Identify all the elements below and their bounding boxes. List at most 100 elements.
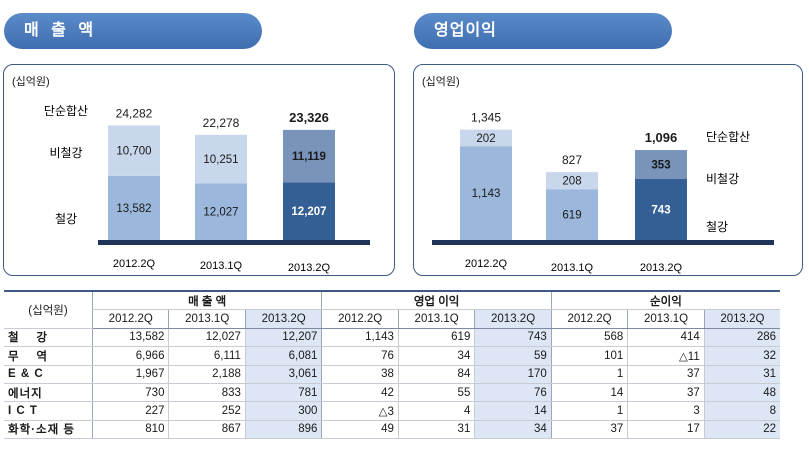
table-cell: 34 <box>397 346 475 366</box>
table-cell: 55 <box>397 383 475 403</box>
data-label-total: 1,345 <box>471 111 501 125</box>
table-cell: 76 <box>474 383 552 403</box>
table-cell: 12,027 <box>168 328 246 348</box>
data-label-nonsteel: 10,251 <box>203 154 238 166</box>
table-cell: 867 <box>168 420 246 440</box>
table-cell: 84 <box>397 365 475 384</box>
period-header: 2013.1Q <box>627 309 705 329</box>
bar-steel-2013.2Q <box>635 179 687 240</box>
data-label-nonsteel: 208 <box>562 176 581 188</box>
table-cell: 810 <box>91 420 169 440</box>
x-tick-label: 2013.2Q <box>640 262 683 274</box>
op-profit-chart: 1,143 202 1,345 2012.2Q 619 208 827 2013.1Q 743 3… <box>432 111 774 274</box>
table-cell: 38 <box>321 365 399 384</box>
period-header: 2012.2Q <box>321 309 399 329</box>
table-cell: 12,207 <box>244 328 322 348</box>
table-cell: 6,966 <box>91 346 169 366</box>
sales-chart: 13,582 10,700 24,282 2012.2Q 12,027 10,251 22,… <box>44 104 370 274</box>
data-label-nonsteel: 11,119 <box>292 151 326 163</box>
x-tick-label: 2012.2Q <box>465 258 508 270</box>
data-label-steel: 1,143 <box>472 188 501 200</box>
data-label-steel: 743 <box>651 205 670 217</box>
table-cell: 286 <box>703 328 780 348</box>
bar-nonsteel-2013.2Q <box>283 129 335 183</box>
data-label-nonsteel: 10,700 <box>116 146 151 158</box>
data-label-steel: 12,027 <box>203 207 238 219</box>
legend-steel: 철강 <box>55 212 77 226</box>
period-header: 2013.1Q <box>397 309 475 329</box>
table-cell: 252 <box>168 401 246 421</box>
table-row: 철 강 13,582 12,027 12,207 1,143 619 743 568 414 28… <box>4 328 780 348</box>
table-row: 무 역 6,966 6,111 6,081 76 34 59 101 △11 32 <box>4 346 780 366</box>
table-cell: 59 <box>474 346 552 366</box>
data-label-total: 23,326 <box>289 110 329 125</box>
op-profit-section-title: 영업이익 <box>414 13 672 49</box>
x-axis-baseline <box>432 240 774 245</box>
table-cell: 781 <box>244 383 322 403</box>
table-cell: 6,081 <box>244 346 322 366</box>
legend-total: 단순합산 <box>706 130 750 144</box>
table-cell: 17 <box>627 420 705 440</box>
table-cell: 414 <box>627 328 705 348</box>
table-cell: 34 <box>474 420 552 440</box>
table-cell: 1,967 <box>91 365 169 384</box>
bar-steel-2013.1Q <box>546 189 598 240</box>
row-label: 에너지 <box>4 383 93 403</box>
x-tick-label: 2013.2Q <box>288 262 331 274</box>
group-header-net-income: 순이익 <box>550 290 780 311</box>
table-row: 화학·소재 등 810 867 896 49 31 34 37 17 22 <box>4 420 780 440</box>
table-cell: 8 <box>703 401 780 421</box>
table-cell: △3 <box>321 401 399 421</box>
table-cell: 101 <box>550 346 628 366</box>
table-group-header-row: (십억원) 매 출 액 영업 이익 순이익 <box>4 289 780 329</box>
table-row: I C T 227 252 300 △3 4 14 1 3 8 <box>4 401 780 421</box>
period-header: 2013.2Q <box>474 309 552 329</box>
table-cell: 37 <box>627 383 705 403</box>
table-period-header-row: 2012.2Q 2013.1Q 2013.2Q 2012.2Q 2013.1Q 2013.… <box>4 309 780 329</box>
table-cell: 37 <box>627 365 705 384</box>
legend-steel: 철강 <box>706 220 728 234</box>
period-header: 2013.1Q <box>168 309 246 329</box>
table-cell: 32 <box>703 346 780 366</box>
table-cell: 31 <box>703 365 780 384</box>
row-label: 무 역 <box>4 346 93 366</box>
group-header-op-profit: 영업 이익 <box>321 290 552 311</box>
data-label-steel: 13,582 <box>116 203 151 215</box>
data-label-steel: 12,207 <box>291 206 326 218</box>
data-label-steel: 619 <box>562 210 581 222</box>
table-cell: 6,111 <box>168 346 246 366</box>
table-row: E & C 1,967 2,188 3,061 38 84 170 1 37 31 <box>4 365 780 384</box>
table-cell: 833 <box>168 383 246 403</box>
x-axis-baseline <box>98 240 370 245</box>
table-row: 에너지 730 833 781 42 55 76 14 37 48 <box>4 383 780 403</box>
x-tick-label: 2012.2Q <box>113 258 156 270</box>
table-cell: 568 <box>550 328 628 348</box>
x-tick-label: 2013.1Q <box>200 260 243 272</box>
legend-nonsteel: 비철강 <box>706 172 739 186</box>
table-cell: 2,188 <box>168 365 246 384</box>
period-header: 2012.2Q <box>550 309 628 329</box>
table-unit-label: (십억원) <box>4 289 93 329</box>
row-label: E & C <box>4 365 93 384</box>
x-tick-label: 2013.1Q <box>551 262 594 274</box>
bar-steel-2012.2Q <box>108 175 160 240</box>
table-cell: 3,061 <box>244 365 322 384</box>
group-header-sales: 매 출 액 <box>91 290 322 311</box>
table-cell: 1 <box>550 401 628 421</box>
table-cell: 4 <box>397 401 475 421</box>
row-label: 철 강 <box>4 328 93 348</box>
bar-nonsteel-2012.2Q <box>108 125 160 176</box>
table-cell: 227 <box>91 401 169 421</box>
bar-steel-2013.2Q <box>283 182 335 240</box>
bar-steel-2013.1Q <box>195 183 247 240</box>
table-cell: 300 <box>244 401 322 421</box>
table-cell: 743 <box>474 328 552 348</box>
sales-section-title: 매 출 액 <box>4 13 262 49</box>
sales-unit-label: (십억원) <box>12 76 50 88</box>
results-table: (십억원) 매 출 액 영업 이익 순이익 2012.2Q 2013.1Q 2013… <box>4 289 780 440</box>
table-cell: 730 <box>91 383 169 403</box>
table-cell: 13,582 <box>91 328 169 348</box>
row-label: 화학·소재 등 <box>4 420 93 440</box>
row-label: I C T <box>4 401 93 421</box>
table-cell: 49 <box>321 420 399 440</box>
